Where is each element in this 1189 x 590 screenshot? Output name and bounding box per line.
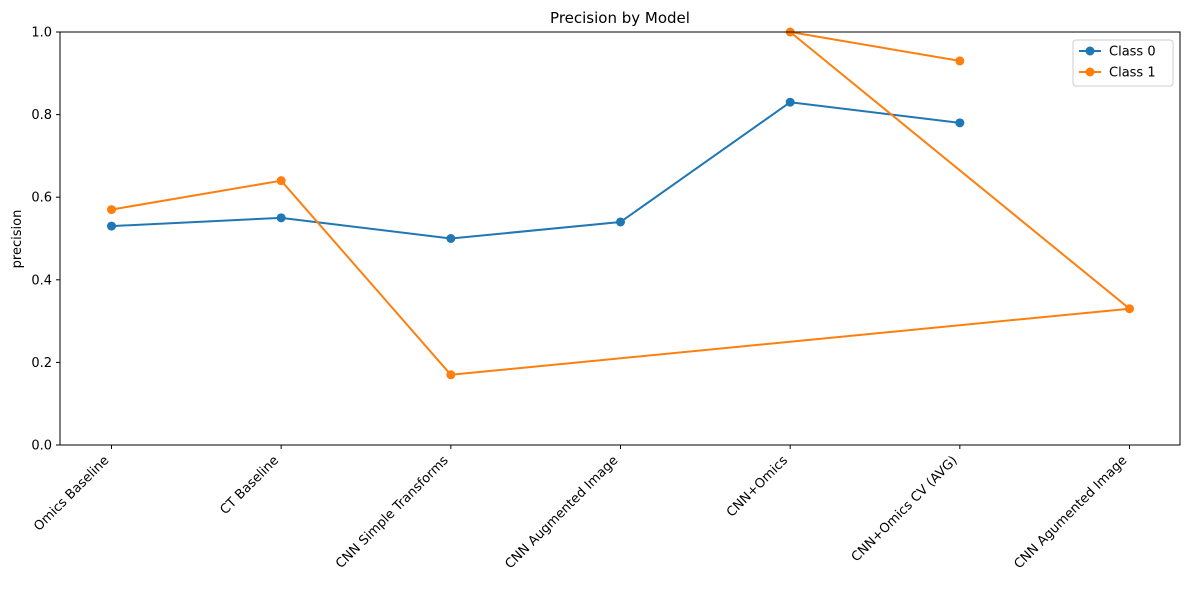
y-tick-label: 0.8	[31, 108, 52, 123]
data-point-0-4	[785, 97, 795, 107]
data-point-1-5	[955, 56, 965, 66]
chart-title: Precision by Model	[550, 9, 690, 27]
data-point-1-2	[446, 370, 456, 380]
y-tick-label: 0.6	[31, 191, 52, 206]
data-point-0-0	[107, 221, 116, 231]
legend-label-1: Class 1	[1109, 66, 1156, 81]
plot-area	[107, 27, 1134, 380]
y-tick-label: 1.0	[31, 26, 52, 41]
data-point-0-5	[955, 118, 965, 128]
y-tick-label: 0.2	[31, 356, 52, 371]
data-point-0-1	[276, 213, 286, 223]
legend-label-0: Class 0	[1109, 45, 1156, 60]
data-point-1-1	[276, 176, 286, 186]
y-tick-label: 0.0	[31, 439, 52, 454]
y-axis-label: precision	[10, 210, 25, 269]
data-point-0-3	[616, 217, 625, 227]
legend-marker-0	[1085, 46, 1095, 56]
data-point-1-3	[1125, 304, 1134, 314]
legend-marker-1	[1085, 67, 1095, 77]
legend: Class 0 Class 1	[1072, 39, 1174, 87]
data-point-0-2	[446, 234, 456, 243]
y-tick-label: 0.4	[31, 273, 52, 288]
series-line-1	[111, 31, 1131, 376]
series-line-0	[111, 101, 960, 240]
y-axis-ticks: 0.0 0.2 0.4 0.6 0.8 1.0	[31, 26, 60, 454]
data-point-1-0	[107, 205, 116, 215]
